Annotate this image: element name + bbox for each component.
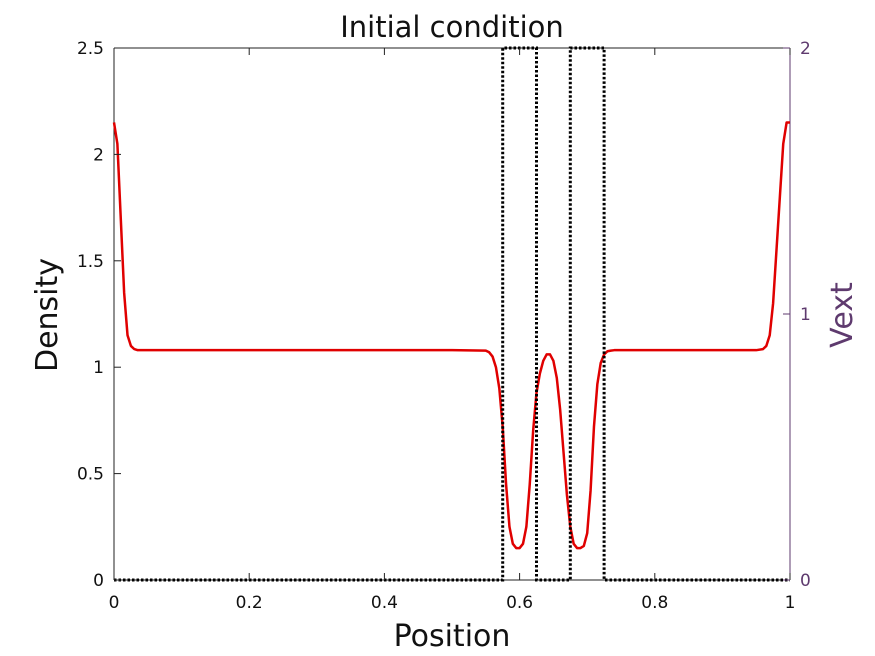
y2-tick-label: 0	[800, 571, 811, 591]
y-axis-ticks: 0 0.5 1 1.5 2 2.5	[77, 39, 121, 591]
x-tick-label: 1	[785, 593, 796, 613]
plot-frame	[113, 47, 791, 581]
x-axis-ticks: 0 0.2 0.4 0.6 0.8 1	[109, 48, 796, 613]
y-tick-label: 2	[93, 145, 104, 165]
y-tick-label: 1	[93, 358, 104, 378]
y2-axis-label: Vext	[825, 282, 860, 348]
chart-title: Initial condition	[340, 10, 564, 44]
x-tick-label: 0	[109, 593, 120, 613]
x-tick-label: 0.8	[641, 593, 668, 613]
y-tick-label: 0.5	[77, 465, 104, 485]
y-tick-label: 1.5	[77, 252, 104, 272]
y2-tick-label: 1	[800, 305, 811, 325]
y-tick-label: 2.5	[77, 39, 104, 59]
x-tick-label: 0.2	[236, 593, 263, 613]
y2-tick-label: 2	[800, 39, 811, 59]
y2-axis-ticks: 0 1 2	[783, 39, 811, 591]
series-layer	[112, 46, 790, 582]
y-axis-label: Density	[30, 258, 65, 372]
density-series-line	[112, 121, 790, 550]
vext-series-line	[114, 46, 790, 582]
x-tick-label: 0.4	[371, 593, 398, 613]
x-tick-label: 0.6	[506, 593, 533, 613]
x-axis-label: Position	[394, 619, 511, 654]
y-tick-label: 0	[93, 571, 104, 591]
